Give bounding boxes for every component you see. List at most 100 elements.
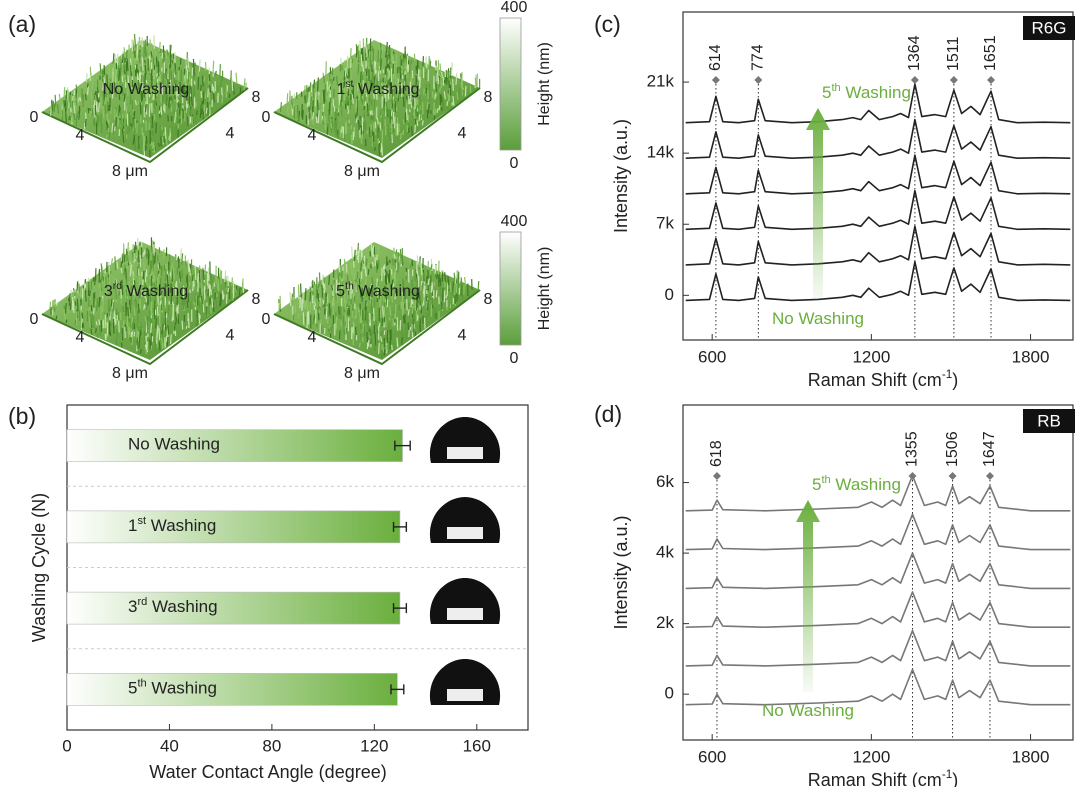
surface-spike xyxy=(112,276,115,284)
surface-spike xyxy=(383,87,386,99)
surface-spike xyxy=(391,134,393,144)
surface-spike xyxy=(150,69,153,81)
surface-spike xyxy=(106,123,109,129)
surface-spike xyxy=(396,91,399,98)
peak-marker xyxy=(949,76,958,84)
surface-spike xyxy=(198,312,201,324)
surface-spike xyxy=(92,308,95,316)
surface-spike xyxy=(384,50,388,58)
surface-spike xyxy=(86,83,89,88)
surface-spike xyxy=(177,95,179,100)
surface-spike xyxy=(134,99,137,106)
surface-spike xyxy=(88,107,91,112)
surface-spike xyxy=(133,111,135,116)
text-part: Washing xyxy=(841,83,911,102)
surface-spike xyxy=(352,261,355,268)
peak-marker xyxy=(711,76,720,84)
surface-spike xyxy=(68,97,72,109)
surface-spike xyxy=(382,106,385,111)
surface-spike xyxy=(379,122,382,131)
surface-spike xyxy=(235,72,238,85)
surface-spike xyxy=(457,294,460,302)
surface-spike xyxy=(157,302,160,310)
surface-spike xyxy=(435,83,438,93)
surface-spike xyxy=(441,97,444,110)
surface-spike xyxy=(388,317,391,321)
surface-spike xyxy=(67,89,70,102)
surface-spike xyxy=(372,141,375,148)
surface-spike xyxy=(101,81,104,86)
surface-spike xyxy=(127,127,129,135)
surface-spike xyxy=(381,145,384,156)
bar xyxy=(66,591,401,625)
surface-spike xyxy=(369,313,372,327)
surface-spike xyxy=(96,87,99,93)
surface-spike xyxy=(434,93,437,100)
surface-spike xyxy=(131,50,134,64)
surface-spike xyxy=(169,79,172,93)
surface-spike xyxy=(335,76,339,86)
surface-spike xyxy=(335,122,338,137)
surface-spike xyxy=(134,118,137,129)
surface-spike xyxy=(126,58,129,71)
surface-spike xyxy=(444,272,447,282)
surface-spike xyxy=(102,95,105,107)
surface-spike xyxy=(436,108,439,113)
surface-spike xyxy=(314,300,317,307)
surface-spike xyxy=(359,118,362,126)
surface-spike xyxy=(217,277,220,292)
droplet-images xyxy=(429,417,501,705)
surface-edge xyxy=(41,87,249,164)
surface-spike xyxy=(231,79,234,91)
surface-spike xyxy=(212,92,215,103)
surface-spike xyxy=(366,95,369,103)
surface-spike xyxy=(379,58,382,71)
surface-spike xyxy=(158,74,161,83)
surface-spike xyxy=(175,302,177,308)
surface-spike xyxy=(195,294,198,307)
surface-spike xyxy=(186,274,189,288)
surface-spike xyxy=(144,64,147,75)
surface-spike xyxy=(414,124,416,133)
surface-spike xyxy=(464,85,467,97)
surface-spike xyxy=(321,115,324,121)
surface-spike xyxy=(167,261,170,271)
surface-spike xyxy=(420,302,423,307)
surface-spike xyxy=(84,118,87,127)
surface-spike xyxy=(396,337,399,347)
surface-spike xyxy=(385,291,388,306)
surface-spike xyxy=(113,126,116,131)
surface-spike xyxy=(123,93,126,102)
surface-spike xyxy=(82,285,85,290)
peak-marker xyxy=(948,472,957,480)
surface-spike xyxy=(202,304,205,313)
surface-spike xyxy=(331,297,334,306)
surface-spike xyxy=(212,86,215,94)
surface-axis-label: 8 xyxy=(252,89,261,106)
superscript: -1 xyxy=(942,768,952,781)
x-tick-label: 600 xyxy=(698,347,726,366)
surface-spike xyxy=(155,101,158,106)
badge-label: R6G xyxy=(1032,18,1067,37)
surface-spike xyxy=(391,95,394,105)
surface-spike xyxy=(155,318,158,329)
surface-spike xyxy=(423,88,425,95)
surface-spike xyxy=(65,108,67,123)
surface-spike xyxy=(49,301,52,309)
surface-spike xyxy=(329,308,332,318)
surface-spike xyxy=(212,60,215,75)
surface-spike xyxy=(364,101,367,107)
surface-spike xyxy=(137,101,140,106)
surface-spike xyxy=(161,297,164,308)
surface-spike xyxy=(291,293,294,303)
surface-label: No Washing xyxy=(103,81,190,98)
surface-spike xyxy=(385,84,388,90)
surface-spike xyxy=(141,37,144,48)
superscript: st xyxy=(137,515,146,527)
surface-spike xyxy=(350,261,353,275)
surface-spike xyxy=(203,286,206,300)
surface-spike xyxy=(232,84,235,95)
surface-spike xyxy=(373,343,375,351)
surface-spike xyxy=(93,277,96,286)
surface-spike xyxy=(108,131,111,140)
